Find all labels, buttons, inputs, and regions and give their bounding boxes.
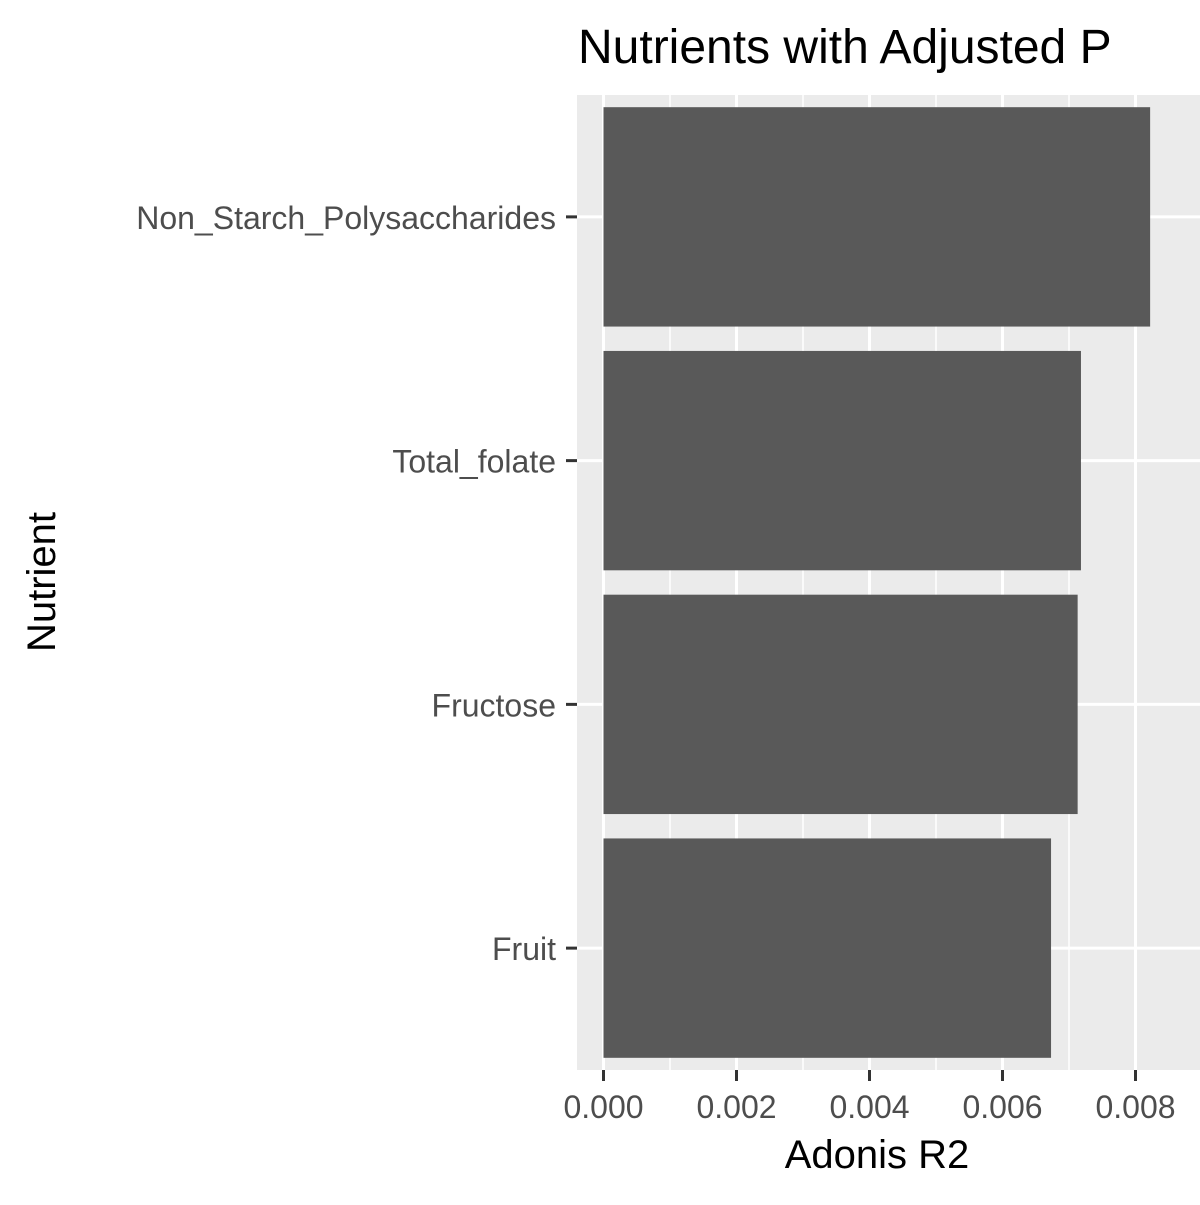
y-tick-label: Fructose (432, 687, 556, 723)
bar (603, 107, 1151, 327)
y-axis: Non_Starch_Polysaccharides Total_folate Fr… (136, 200, 577, 967)
x-axis-label: Adonis R2 (785, 1133, 970, 1177)
x-tick-label: 0.004 (829, 1089, 909, 1125)
y-tick-label: Total_folate (392, 444, 556, 480)
y-tick-label: Fruit (492, 931, 556, 967)
x-tick-label: 0.008 (1095, 1089, 1175, 1125)
x-tick-label: 0.000 (563, 1089, 643, 1125)
y-tick-label: Non_Starch_Polysaccharides (136, 200, 556, 236)
bar (603, 594, 1078, 815)
x-tick-label: 0.002 (696, 1089, 776, 1125)
bar (603, 350, 1081, 571)
bar (603, 838, 1052, 1058)
x-axis: 0.000 0.002 0.004 0.006 0.008 (563, 1070, 1176, 1125)
x-tick-label: 0.006 (962, 1089, 1042, 1125)
chart-title: Nutrients with Adjusted P (578, 21, 1112, 74)
y-axis-label: Nutrient (20, 512, 64, 652)
bars (603, 107, 1151, 1058)
